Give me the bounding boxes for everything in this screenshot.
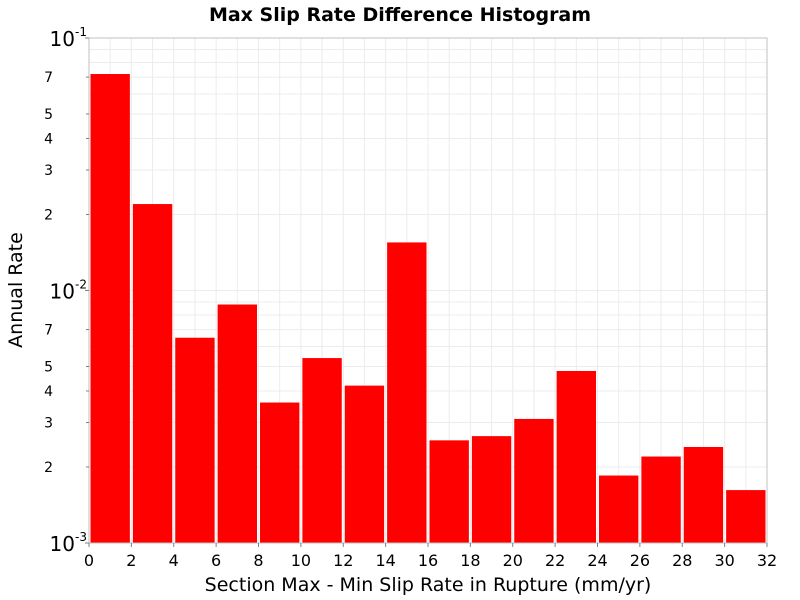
y-minor-tick-label: 7 [44,323,53,339]
histogram-bar [471,436,512,543]
y-minor-tick-label: 7 [44,70,53,86]
x-tick-label: 2 [126,551,136,570]
x-tick-label: 10 [291,551,311,570]
x-tick-label: 12 [333,551,353,570]
y-major-tick-label: 10 [50,532,75,556]
x-tick-label: 20 [503,551,523,570]
x-tick-label: 30 [714,551,734,570]
y-minor-tick-label: 5 [44,360,53,376]
y-major-tick-exponent: -3 [75,530,87,544]
y-minor-tick-label: 3 [44,416,53,432]
x-tick-label: 18 [460,551,480,570]
histogram-bar [260,402,300,543]
x-tick-label: 4 [169,551,179,570]
histogram-bar [344,385,385,543]
bars [90,74,766,543]
y-minor-tick-label: 4 [44,131,53,147]
x-tick-label: 32 [757,551,777,570]
chart-title: Max Slip Rate Difference Histogram [209,4,591,26]
histogram-bar [599,475,639,543]
y-minor-tick-label: 4 [44,384,53,400]
y-major-tick-label: 10 [50,27,75,51]
y-minor-tick-label: 5 [44,107,53,123]
histogram-bar [387,242,427,543]
y-minor-tick-label: 2 [44,460,53,476]
histogram-bar [90,74,130,543]
y-axis-label: Annual Rate [5,232,27,348]
x-tick-label: 8 [253,551,263,570]
histogram-bar [514,418,554,543]
y-minor-tick-label: 2 [44,207,53,223]
histogram-bar [175,337,215,543]
x-axis-ticks: 0 2 4 6 8 10 12 14 16 18 20 22 24 26 28 30 32 [84,543,777,570]
x-tick-label: 0 [84,551,94,570]
x-tick-label: 6 [211,551,221,570]
histogram-bar [429,440,469,543]
histogram-bar [132,204,173,543]
y-major-tick-exponent: -2 [75,278,87,292]
histogram-bar [302,358,342,543]
y-major-tick-exponent: -1 [75,25,87,39]
histogram-bar [726,490,766,543]
y-major-tick-label: 10 [50,280,75,304]
x-axis-label: Section Max - Min Slip Rate in Rupture (… [205,574,652,596]
histogram-bar [556,370,596,543]
histogram-bar [217,304,257,543]
x-tick-label: 16 [418,551,438,570]
x-tick-label: 26 [630,551,650,570]
histogram-bar [683,446,724,543]
x-tick-label: 22 [545,551,565,570]
x-tick-label: 28 [672,551,692,570]
y-minor-tick-label: 3 [44,163,53,179]
x-tick-label: 24 [587,551,607,570]
histogram-bar [641,456,681,543]
x-tick-label: 14 [375,551,395,570]
